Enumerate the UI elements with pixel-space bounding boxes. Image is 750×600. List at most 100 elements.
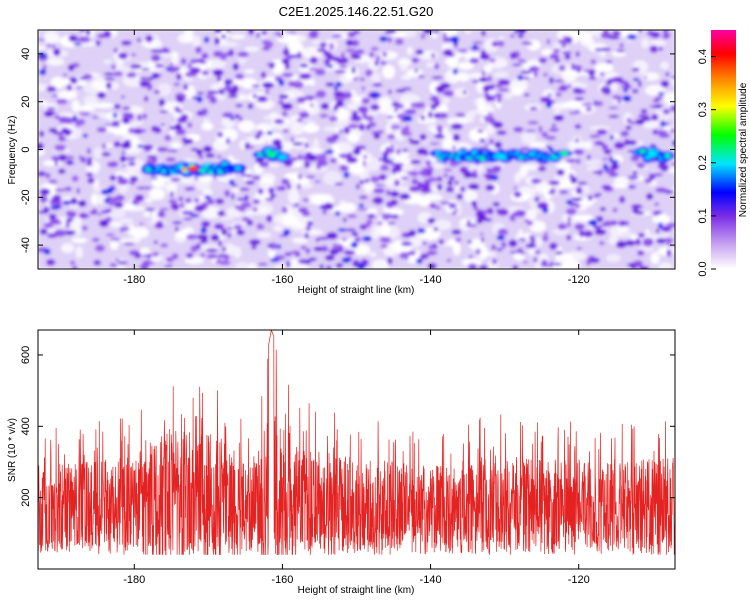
spectrogram-cell — [77, 199, 87, 207]
spectrogram-cell-strong — [350, 241, 359, 249]
spectrogram-cell — [488, 58, 496, 63]
spectrogram-gap — [366, 207, 378, 217]
spectrogram-cell — [400, 176, 409, 180]
spectrogram-cell — [256, 98, 269, 103]
spectrogram-cell — [274, 31, 283, 36]
spectrogram-cell — [39, 228, 48, 235]
spectrogram-gap — [122, 74, 145, 87]
spectrogram-cell — [669, 104, 675, 112]
feature-max — [182, 168, 187, 172]
spectrogram-cell — [650, 31, 661, 39]
spectrogram-cell — [557, 223, 567, 230]
spectrogram-cell — [563, 35, 567, 43]
spectrogram-cell — [478, 76, 489, 83]
spectrogram-cell — [103, 77, 116, 81]
spectrogram-cell — [370, 175, 380, 183]
spectrogram-cell — [296, 96, 309, 101]
spectrogram-cell — [481, 236, 485, 243]
spectrogram-cell — [173, 82, 181, 87]
spectrogram-gap — [452, 242, 461, 256]
spectrogram-cell — [496, 230, 509, 236]
spectrogram-cell — [395, 88, 406, 93]
spectrogram-cell — [139, 222, 144, 226]
spectrogram-cell — [467, 219, 471, 227]
spectrogram-cell — [381, 215, 391, 221]
spectrogram-cell — [485, 95, 493, 102]
spectrogram-cell — [538, 125, 543, 133]
spectrogram-cell — [322, 209, 327, 215]
spectrogram-cell — [47, 43, 51, 47]
spectrogram-cell — [384, 30, 395, 34]
spectrogram-cell — [239, 187, 250, 191]
spectrogram-cell — [63, 156, 75, 159]
spectrogram-cell — [175, 226, 179, 232]
spectrogram-cell — [654, 202, 659, 206]
spectrogram-gap — [370, 251, 377, 258]
spectrogram-cell — [346, 156, 358, 164]
spectrogram-cell — [113, 141, 121, 148]
spectrogram-cell — [511, 211, 524, 217]
spectrogram-cell — [634, 211, 645, 215]
spectrogram-cell — [142, 186, 152, 190]
spectrogram-cell — [302, 198, 310, 202]
spectrogram-cell — [277, 99, 285, 105]
spectrogram-gap — [594, 62, 614, 73]
spectrogram-cell — [468, 255, 474, 259]
spectrogram-cell — [288, 54, 301, 58]
spectrogram-cell — [546, 38, 551, 45]
spectrogram-gap — [444, 69, 461, 84]
spectrogram-cell — [529, 238, 536, 245]
spectrogram-gap — [141, 39, 163, 49]
spectrogram-cell-strong — [545, 101, 553, 108]
spectrogram-cell — [369, 51, 375, 58]
spectrogram-cell — [292, 142, 304, 146]
spectrogram-cell — [448, 202, 457, 209]
spectrogram-gap — [332, 141, 353, 155]
spectrogram-y-tick-label: 20 — [20, 96, 32, 108]
feature-core — [234, 166, 242, 171]
spectrogram-cell — [153, 240, 158, 244]
spectrogram-cell — [382, 51, 388, 58]
spectrogram-cell — [149, 176, 158, 180]
spectrogram-cell — [284, 251, 292, 257]
spectrogram-cell — [241, 216, 251, 222]
spectrogram-cell — [117, 261, 128, 265]
spectrogram-cell — [153, 90, 161, 94]
spectrogram-cell — [512, 265, 519, 269]
spectrogram-cell — [297, 183, 301, 190]
spectrogram-cell — [539, 57, 548, 61]
spectrogram-cell — [421, 114, 425, 121]
spectrogram-cell — [227, 94, 239, 98]
spectrogram-cell — [658, 133, 671, 139]
spectrogram-cell-strong — [517, 74, 523, 81]
spectrogram-cell — [227, 232, 232, 239]
spectrogram-cell-strong — [50, 205, 61, 210]
spectrogram-cell — [122, 117, 130, 125]
spectrogram-cell — [255, 157, 265, 164]
colorbar-axis: 0.0 0.1 0.2 0.3 0.4 — [697, 49, 716, 277]
spectrogram-cell — [263, 41, 274, 48]
spectrogram-cell — [76, 187, 80, 194]
spectrogram-cell — [146, 77, 154, 81]
spectrogram-cell — [627, 263, 633, 267]
spectrogram-cell — [210, 234, 220, 242]
spectrogram-gap — [567, 140, 589, 150]
spectrogram-cell — [160, 123, 166, 127]
spectrogram-cell — [129, 176, 139, 182]
snr-x-label: Height of straight line (km) — [298, 585, 415, 596]
spectrogram-cell — [324, 254, 335, 261]
spectrogram-gap — [468, 128, 489, 142]
spectrogram-cell — [257, 263, 268, 266]
spectrogram-cell — [414, 68, 418, 73]
spectrogram-gap — [80, 104, 94, 111]
spectrogram-cell — [553, 114, 565, 122]
spectrogram-cell — [306, 225, 311, 231]
spectrogram-cell — [425, 159, 431, 168]
spectrogram-cell — [321, 246, 329, 252]
spectrogram-cell — [367, 213, 376, 219]
spectrogram-cell — [602, 30, 610, 34]
spectrogram-cell — [205, 153, 215, 158]
spectrogram-cell — [65, 221, 70, 229]
spectrogram-cell — [448, 175, 456, 181]
spectrogram-cell — [118, 52, 128, 60]
